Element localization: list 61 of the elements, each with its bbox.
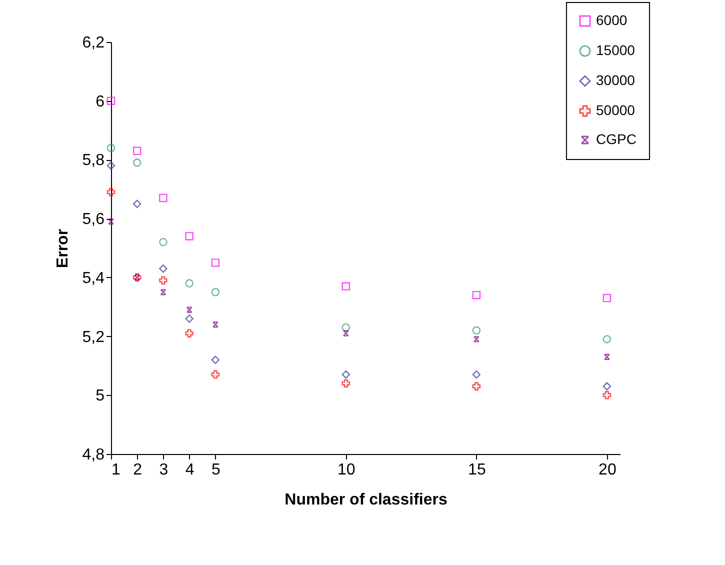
point <box>602 294 612 302</box>
legend-label: 30000 <box>596 72 636 88</box>
point <box>159 276 168 285</box>
x-tick-label: 2 <box>133 462 142 478</box>
point <box>342 282 350 290</box>
point <box>185 279 194 288</box>
x-tick-label: 1 <box>112 462 120 478</box>
point <box>185 232 194 240</box>
legend-label: 6000 <box>596 12 628 28</box>
x-axis-title: Number of classifiers <box>284 492 448 508</box>
y-tick-label: 5 <box>96 388 105 405</box>
legend-label: 50000 <box>596 102 636 118</box>
point <box>602 335 612 344</box>
point <box>106 161 116 170</box>
x-tick-label: 10 <box>338 462 356 478</box>
point <box>472 290 481 300</box>
legend-label: CGPC <box>596 131 636 147</box>
point <box>472 382 481 390</box>
point <box>472 326 481 335</box>
point <box>132 200 142 208</box>
point <box>211 288 220 296</box>
point <box>473 336 480 342</box>
y-tick-label: 5,6 <box>82 211 105 228</box>
point <box>472 370 481 379</box>
point <box>602 382 612 390</box>
point <box>342 370 350 379</box>
y-tick-label: 6,2 <box>82 34 105 52</box>
point <box>132 146 142 156</box>
point <box>159 238 168 246</box>
y-tick-label: 4,8 <box>82 446 105 464</box>
point <box>106 144 116 152</box>
point <box>159 194 168 202</box>
point <box>602 391 612 400</box>
point <box>186 306 192 313</box>
point <box>342 330 349 336</box>
x-tick-label: 15 <box>468 462 486 478</box>
y-tick-label: 5,4 <box>82 270 105 287</box>
point <box>212 321 218 328</box>
point <box>132 158 142 167</box>
point <box>106 96 116 105</box>
x-tick-label: 4 <box>185 462 194 478</box>
point <box>211 356 220 364</box>
y-tick-label: 5,8 <box>82 152 105 170</box>
y-tick-label: 5,2 <box>82 328 105 346</box>
point <box>185 329 194 338</box>
point <box>342 323 350 332</box>
point <box>106 188 116 196</box>
point <box>159 264 168 273</box>
point <box>160 289 166 296</box>
point <box>342 379 350 388</box>
x-tick-label: 5 <box>211 462 220 478</box>
point <box>211 258 220 267</box>
point <box>604 354 610 360</box>
point <box>108 218 114 225</box>
legend-label: 15000 <box>596 42 636 58</box>
x-tick-label: 3 <box>159 462 168 478</box>
x-tick-label: 20 <box>598 462 616 478</box>
point <box>185 314 194 323</box>
point <box>211 370 220 379</box>
y-tick-label: 6 <box>96 93 105 110</box>
y-axis-title: Error <box>54 228 72 268</box>
